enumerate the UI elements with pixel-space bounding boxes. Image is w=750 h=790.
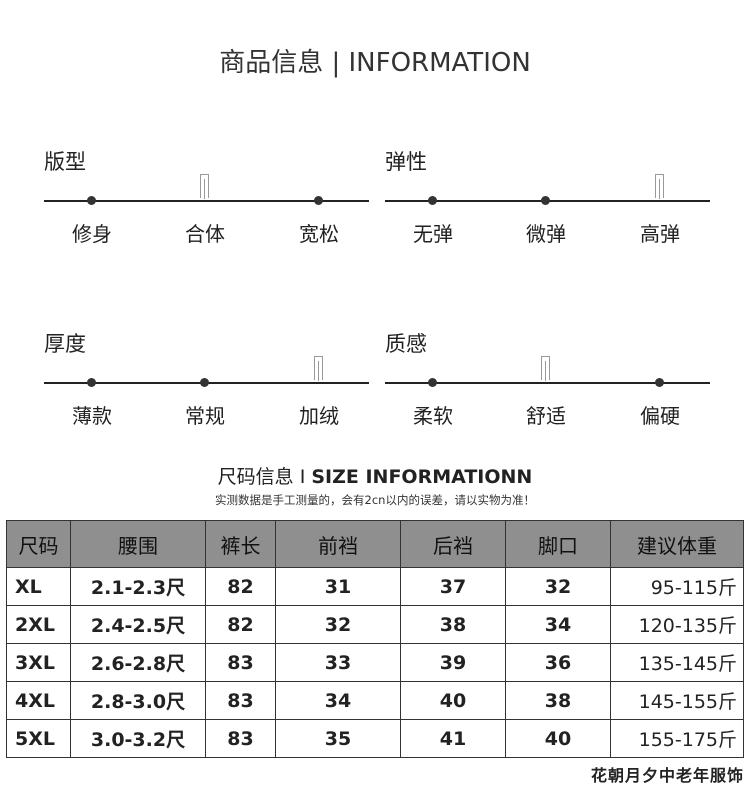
- table-cell: 31: [275, 567, 401, 606]
- table-cell: 36: [505, 643, 611, 682]
- table-row: 3XL 2.6-2.8尺 83 33 39 36 135-145斤: [6, 643, 744, 682]
- scale-line: [44, 200, 369, 202]
- table-cell: XL: [6, 567, 71, 606]
- column-header: 腰围: [70, 520, 206, 568]
- pants-icon: [200, 174, 209, 199]
- column-header: 脚口: [505, 520, 611, 568]
- table-cell: 82: [205, 605, 276, 644]
- table-cell: 40: [400, 681, 506, 720]
- table-cell: 2.8-3.0尺: [70, 681, 206, 720]
- table-cell: 34: [505, 605, 611, 644]
- option-label: 舒适: [526, 404, 566, 428]
- dot-icon: [314, 196, 323, 205]
- pants-icon: [541, 356, 550, 381]
- option-label: 高弹: [640, 222, 680, 246]
- column-header: 建议体重: [610, 520, 744, 568]
- table-cell: 83: [205, 681, 276, 720]
- scale-1: 弹性无弹 微弹 高弹: [385, 146, 710, 266]
- table-cell: 2.1-2.3尺: [70, 567, 206, 606]
- dot-icon: [655, 378, 664, 387]
- table-cell: 155-175斤: [610, 719, 744, 758]
- option-label: 常规: [185, 404, 225, 428]
- table-cell: 4XL: [6, 681, 71, 720]
- table-cell: 37: [400, 567, 506, 606]
- table-cell: 2.6-2.8尺: [70, 643, 206, 682]
- scale-2: 厚度薄款 常规 加绒: [44, 328, 369, 448]
- table-cell: 82: [205, 567, 276, 606]
- column-header: 后裆: [400, 520, 506, 568]
- column-header: 前裆: [275, 520, 401, 568]
- scale-0: 版型修身 合体 宽松: [44, 146, 369, 266]
- dot-icon: [541, 196, 550, 205]
- option-label: 微弹: [526, 222, 566, 246]
- table-cell: 34: [275, 681, 401, 720]
- size-title-cn: 尺码信息 I: [217, 466, 312, 488]
- table-cell: 145-155斤: [610, 681, 744, 720]
- scale-name: 厚度: [44, 332, 86, 356]
- measurement-note: 实测数据是手工测量的，会有2cn以内的误差，请以实物为准！: [215, 493, 535, 507]
- table-cell: 2XL: [6, 605, 71, 644]
- option-label: 无弹: [413, 222, 453, 246]
- pants-icon: [314, 356, 323, 381]
- table-row: 2XL 2.4-2.5尺 82 32 38 34 120-135斤: [6, 605, 744, 644]
- option-label: 柔软: [413, 404, 453, 428]
- table-cell: 83: [205, 719, 276, 758]
- page-title: 商品信息 | INFORMATION: [219, 48, 531, 78]
- table-cell: 38: [400, 605, 506, 644]
- size-title-en: SIZE INFORMATIONN: [311, 466, 533, 488]
- dot-icon: [87, 378, 96, 387]
- size-table: 尺码 腰围 裤长 前裆 后裆 脚口 建议体重 XL 2.1-2.3尺 82 31 37 32 95-11…: [6, 520, 744, 758]
- scale-name: 质感: [385, 332, 427, 356]
- table-row: XL 2.1-2.3尺 82 31 37 32 95-115斤: [6, 567, 744, 606]
- option-label: 宽松: [299, 222, 339, 246]
- table-cell: 33: [275, 643, 401, 682]
- option-label: 薄款: [72, 404, 112, 428]
- table-cell: 32: [275, 605, 401, 644]
- scale-name: 版型: [44, 150, 86, 174]
- table-cell: 32: [505, 567, 611, 606]
- table-row: 5XL 3.0-3.2尺 83 35 41 40 155-175斤: [6, 719, 744, 758]
- table-cell: 3XL: [6, 643, 71, 682]
- table-cell: 5XL: [6, 719, 71, 758]
- size-info-title: 尺码信息 I SIZE INFORMATIONN: [0, 462, 750, 489]
- table-cell: 3.0-3.2尺: [70, 719, 206, 758]
- table-cell: 135-145斤: [610, 643, 744, 682]
- table-cell: 83: [205, 643, 276, 682]
- option-label: 修身: [72, 222, 112, 246]
- table-cell: 95-115斤: [610, 567, 744, 606]
- pants-icon: [655, 174, 664, 199]
- dot-icon: [428, 378, 437, 387]
- dot-icon: [200, 378, 209, 387]
- table-cell: 2.4-2.5尺: [70, 605, 206, 644]
- scale-line: [385, 382, 710, 384]
- option-label: 加绒: [299, 404, 339, 428]
- column-header: 裤长: [205, 520, 276, 568]
- column-header: 尺码: [6, 520, 71, 568]
- table-cell: 38: [505, 681, 611, 720]
- watermark: 花朝月夕中老年服饰: [590, 766, 744, 785]
- scale-name: 弹性: [385, 150, 427, 174]
- table-cell: 35: [275, 719, 401, 758]
- table-header-row: 尺码 腰围 裤长 前裆 后裆 脚口 建议体重: [6, 520, 744, 568]
- scale-3: 质感柔软 舒适 偏硬: [385, 328, 710, 448]
- table-cell: 120-135斤: [610, 605, 744, 644]
- dot-icon: [87, 196, 96, 205]
- table-row: 4XL 2.8-3.0尺 83 34 40 38 145-155斤: [6, 681, 744, 720]
- option-label: 合体: [185, 222, 225, 246]
- option-label: 偏硬: [640, 404, 680, 428]
- dot-icon: [428, 196, 437, 205]
- table-cell: 41: [400, 719, 506, 758]
- table-cell: 40: [505, 719, 611, 758]
- table-cell: 39: [400, 643, 506, 682]
